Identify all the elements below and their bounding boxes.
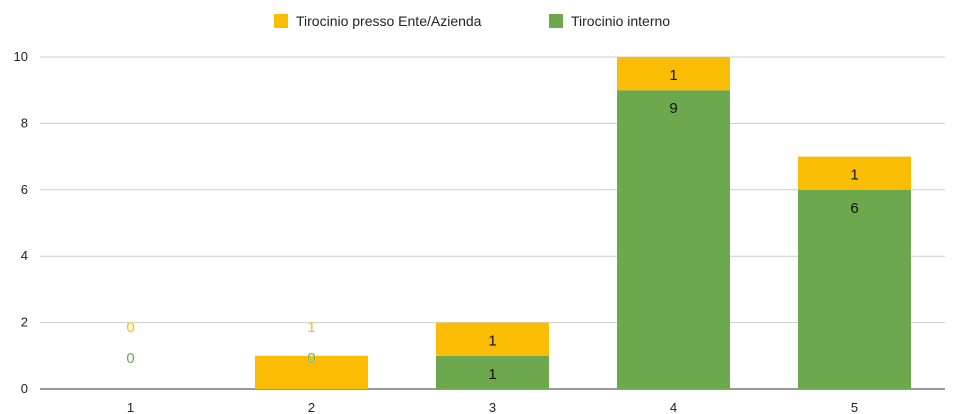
y-tick-label: 8 xyxy=(21,115,28,130)
y-tick-label: 0 xyxy=(21,381,28,396)
data-label: 0 xyxy=(307,350,315,367)
bar-segment-tirocinio-ente-azienda xyxy=(798,156,911,190)
x-tick-label: 5 xyxy=(851,400,858,414)
bar-segment-tirocinio-ente-azienda xyxy=(255,355,368,389)
x-tick-label: 1 xyxy=(127,400,134,414)
bar-segment-tirocinio-ente-azienda xyxy=(436,322,549,356)
bars xyxy=(255,57,911,389)
bar-segment-tirocinio-interno xyxy=(436,355,549,389)
data-label: 6 xyxy=(850,200,858,217)
data-label: 1 xyxy=(488,366,496,383)
y-tick-label: 4 xyxy=(21,248,28,263)
data-label: 1 xyxy=(669,67,677,84)
legend-item-tirocinio-interno: Tirocinio interno xyxy=(549,13,670,29)
legend-swatch xyxy=(549,14,563,28)
data-label: 1 xyxy=(850,167,858,184)
data-label: 9 xyxy=(669,100,677,117)
legend-label: Tirocinio interno xyxy=(571,13,670,29)
legend-swatch xyxy=(274,14,288,28)
y-tick-label: 6 xyxy=(21,182,28,197)
data-label: 1 xyxy=(488,333,496,350)
y-tick-label: 10 xyxy=(14,49,28,64)
data-label: 1 xyxy=(307,319,315,336)
legend-item-tirocinio-ente-azienda: Tirocinio presso Ente/Azienda xyxy=(274,13,482,29)
bar-segment-tirocinio-ente-azienda xyxy=(617,57,730,91)
gridlines xyxy=(40,56,945,390)
data-label: 0 xyxy=(126,350,134,367)
data-label: 0 xyxy=(126,319,134,336)
bar-segment-tirocinio-interno xyxy=(617,90,730,389)
x-axis: 1 2 3 4 5 xyxy=(127,400,858,414)
x-tick-label: 3 xyxy=(489,400,496,414)
x-tick-label: 4 xyxy=(670,400,677,414)
bar-segment-tirocinio-interno xyxy=(798,189,911,389)
legend-label: Tirocinio presso Ente/Azienda xyxy=(296,13,482,29)
x-tick-label: 2 xyxy=(308,400,315,414)
data-labels: 0 0 0 1 1 1 9 1 6 1 xyxy=(126,67,859,383)
legend: Tirocinio presso Ente/Azienda Tirocinio i… xyxy=(274,13,670,29)
y-tick-label: 2 xyxy=(21,315,28,330)
y-axis: 0 2 4 6 8 10 xyxy=(14,49,28,396)
